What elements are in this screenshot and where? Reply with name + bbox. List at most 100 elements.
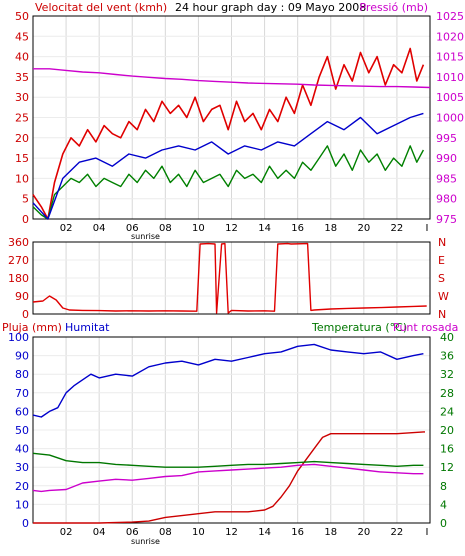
series-line [32,343,424,418]
panel-headers: Velocitat del vent (kmh) 24 hour graph d… [2,1,458,334]
series-line [32,112,424,220]
y2-tick-label: 20 [440,424,454,437]
humidity-axis-label: Humitat [65,321,110,334]
y2-tick-label: 1015 [436,51,464,64]
direction-tick-label: W [438,290,449,303]
wind-pressure-panel: 0510152025303540455097598098599099510001… [15,10,464,241]
y-tick-label: 90 [15,350,29,363]
x-tick-label: 14 [258,223,271,234]
x-tick-label: 06 [126,527,139,538]
y-tick-label: 10 [15,172,29,185]
x-tick-label: 22 [391,527,404,538]
chart-title: 24 hour graph day : 09 Mayo 2008 [175,1,366,14]
y-tick-label: 10 [15,498,29,511]
x-tick-label: 16 [291,223,304,234]
y-tick-label: 45 [15,30,29,43]
x-tick-label: I [426,527,429,538]
rain-axis-label: Pluja (mm) [2,321,62,334]
sunrise-label: sunrise [131,232,160,241]
y2-tick-label: 24 [440,405,454,418]
y2-tick-label: 16 [440,443,454,456]
series-line [32,145,425,220]
y-tick-label: 0 [22,213,29,226]
y-tick-label: 180 [8,272,29,285]
series-line [33,68,431,89]
y2-tick-label: 975 [436,213,457,226]
y2-tick-label: 0 [440,517,447,530]
x-tick-label: 22 [391,223,404,234]
direction-tick-label: N [438,308,446,321]
series-line [32,47,425,220]
direction-tick-label: S [438,272,445,285]
x-tick-label: 06 [126,223,139,234]
y2-tick-label: 4 [440,498,447,511]
x-tick-label: 02 [60,223,73,234]
y-tick-label: 50 [15,10,29,23]
y2-tick-label: 1025 [436,10,464,23]
y-tick-label: 40 [15,51,29,64]
x-tick-label: 08 [159,527,172,538]
plot-frame [32,336,431,524]
direction-tick-label: N [438,236,446,249]
series-line [32,242,427,314]
y-tick-label: 30 [15,461,29,474]
y2-tick-label: 12 [440,461,454,474]
y2-tick-label: 32 [440,368,454,381]
x-tick-label: 16 [291,527,304,538]
y-tick-label: 60 [15,405,29,418]
pressure-axis-label: Pressió (mb) [359,1,428,14]
x-tick-label: 20 [357,223,370,234]
x-tick-label: 02 [60,527,73,538]
y-tick-label: 0 [22,308,29,321]
y-tick-label: 40 [15,443,29,456]
y-tick-label: 100 [8,331,29,344]
y2-tick-label: 1010 [436,71,464,84]
y2-tick-label: 990 [436,152,457,165]
wind-speed-axis-label: Velocitat del vent (kmh) [35,1,167,14]
x-tick-label: 10 [192,223,205,234]
sunrise-label: sunrise [131,537,160,546]
rain-humidity-temperature-panel: 0102030405060708090100048121620242832364… [8,331,454,546]
x-tick-label: 04 [93,527,106,538]
y-tick-label: 25 [15,112,29,125]
y-tick-label: 5 [22,193,29,206]
y2-tick-label: 1000 [436,112,464,125]
direction-tick-label: E [438,254,445,267]
y-tick-label: 70 [15,387,29,400]
plot-frame [32,15,431,220]
y-tick-label: 90 [15,290,29,303]
y-tick-label: 15 [15,152,29,165]
y-tick-label: 20 [15,480,29,493]
series-line [33,431,425,524]
y2-tick-label: 1020 [436,30,464,43]
y2-tick-label: 985 [436,172,457,185]
y-tick-label: 30 [15,91,29,104]
plot-frame [32,241,431,315]
x-tick-label: 12 [225,527,238,538]
x-tick-label: 10 [192,527,205,538]
y-tick-label: 20 [15,132,29,145]
y-tick-label: 35 [15,71,29,84]
x-tick-label: 08 [159,223,172,234]
y2-tick-label: 1005 [436,91,464,104]
y-tick-label: 50 [15,424,29,437]
y-tick-label: 360 [8,236,29,249]
y2-tick-label: 8 [440,480,447,493]
series-line [32,452,424,468]
y-tick-label: 0 [22,517,29,530]
x-tick-label: 18 [324,223,337,234]
y2-tick-label: 995 [436,132,457,145]
x-tick-label: 18 [324,527,337,538]
x-tick-label: 04 [93,223,106,234]
y2-tick-label: 36 [440,350,454,363]
y2-tick-label: 28 [440,387,454,400]
y2-tick-label: 40 [440,331,454,344]
y2-tick-label: 980 [436,193,457,206]
dew-point-axis-label: Punt rosada [393,321,458,334]
series-line [32,463,424,493]
x-tick-label: 20 [357,527,370,538]
temperature-axis-label: Temperatura (°C) [311,321,407,334]
y-tick-label: 80 [15,368,29,381]
